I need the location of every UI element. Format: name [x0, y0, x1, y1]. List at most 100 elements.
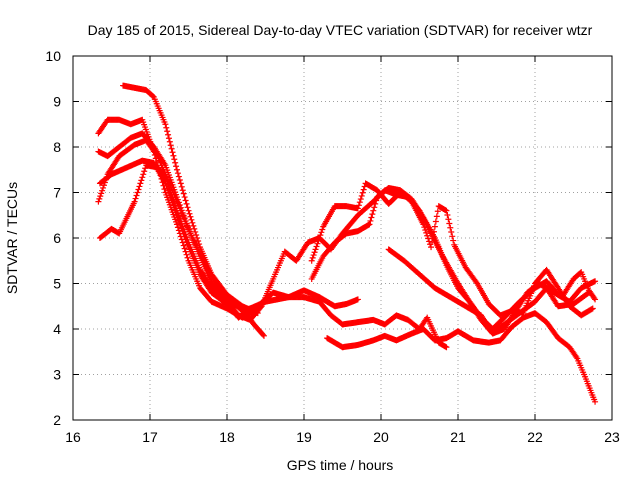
data-point: [103, 174, 110, 181]
data-point: [190, 222, 197, 229]
data-point: [152, 155, 159, 162]
y-tick-label: 2: [53, 412, 61, 428]
data-point: [140, 171, 147, 178]
data-point: [149, 93, 156, 100]
data-point: [133, 192, 140, 199]
data-point: [160, 182, 167, 189]
data-point: [193, 231, 200, 238]
data-point: [179, 187, 186, 194]
data-point: [367, 217, 374, 224]
data-point: [136, 183, 143, 190]
data-markers: [95, 82, 599, 405]
data-point: [151, 151, 158, 158]
data-point: [369, 211, 376, 218]
data-point: [173, 166, 180, 173]
data-point: [449, 233, 456, 240]
x-tick-label: 21: [450, 429, 466, 445]
data-point: [100, 184, 107, 191]
data-point: [589, 305, 596, 312]
data-point: [134, 189, 141, 196]
data-point: [184, 223, 191, 230]
data-point: [183, 238, 190, 245]
data-point: [163, 124, 170, 131]
data-point: [173, 163, 180, 170]
y-tick-label: 5: [53, 276, 61, 292]
data-point: [371, 204, 378, 211]
data-point: [162, 121, 169, 128]
data-point: [177, 204, 184, 211]
data-point: [161, 186, 168, 193]
data-point: [314, 240, 321, 247]
data-point: [176, 220, 183, 227]
data-point: [450, 237, 457, 244]
data-point: [175, 217, 182, 224]
y-tick-label: 8: [53, 139, 61, 155]
data-point: [372, 200, 379, 207]
data-point: [173, 194, 180, 201]
x-tick-label: 23: [604, 429, 620, 445]
data-point: [448, 229, 455, 236]
grid-lines: [73, 56, 612, 420]
data-point: [175, 199, 182, 206]
data-point: [319, 226, 326, 233]
data-point: [175, 173, 182, 180]
data-point: [592, 278, 599, 285]
x-tick-label: 20: [373, 429, 389, 445]
data-point: [138, 177, 145, 184]
data-point: [178, 183, 185, 190]
data-point: [174, 196, 181, 203]
data-point: [170, 152, 177, 159]
y-tick-label: 10: [45, 48, 61, 64]
data-point: [194, 235, 201, 241]
series-track-8: [308, 180, 596, 319]
data-point: [309, 254, 316, 261]
data-point: [260, 331, 267, 338]
data-point: [96, 195, 103, 202]
x-axis-label: GPS time / hours: [287, 457, 394, 473]
data-point: [447, 224, 454, 231]
data-point: [95, 198, 102, 205]
data-point: [444, 211, 451, 218]
data-point: [179, 239, 186, 246]
data-point: [366, 221, 373, 228]
data-point: [445, 216, 452, 223]
data-point: [100, 182, 107, 189]
data-point: [446, 220, 453, 227]
data-point: [316, 235, 323, 241]
data-point: [189, 219, 196, 226]
y-tick-label: 3: [53, 367, 61, 383]
data-point: [308, 257, 315, 264]
data-point: [356, 199, 363, 206]
data-point: [318, 229, 325, 236]
data-point: [184, 241, 191, 248]
data-point: [155, 165, 162, 172]
data-point: [360, 186, 367, 193]
y-tick-label: 7: [53, 185, 61, 201]
data-point: [141, 168, 148, 175]
series-track-5: [95, 116, 261, 321]
data-point: [357, 196, 364, 203]
x-tick-label: 22: [527, 429, 543, 445]
data-point: [183, 220, 190, 227]
data-point: [153, 158, 160, 165]
data-point: [183, 200, 190, 207]
data-point: [473, 279, 480, 286]
data-point: [131, 198, 138, 205]
data-point: [156, 169, 163, 176]
data-point: [176, 176, 183, 183]
data-point: [182, 217, 189, 224]
data-point: [98, 190, 105, 197]
data-point: [184, 204, 191, 211]
data-point: [165, 131, 172, 138]
data-point: [167, 142, 174, 149]
data-point: [132, 195, 139, 202]
series-track-6: [120, 82, 261, 317]
data-point: [311, 249, 318, 256]
data-point: [178, 236, 185, 243]
data-point: [177, 180, 184, 187]
data-point: [176, 230, 183, 237]
data-point: [159, 179, 166, 186]
data-point: [169, 149, 176, 156]
data-point: [183, 251, 190, 258]
